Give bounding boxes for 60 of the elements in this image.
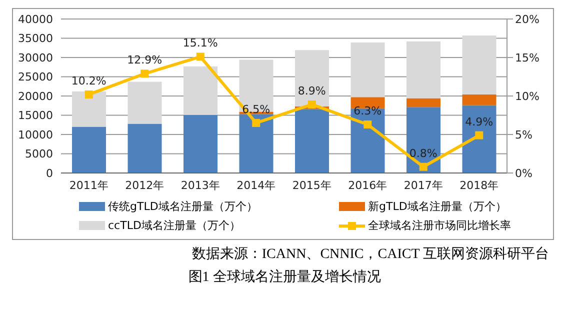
point (308, 100, 316, 108)
point (419, 162, 428, 171)
y-tick-label: 40000 (18, 12, 53, 26)
x-tick-label: 2017年 (404, 178, 443, 192)
bar (462, 105, 496, 173)
y-tick-label: 25000 (18, 70, 53, 84)
bar (462, 36, 496, 94)
y2-tick-label: 5% (515, 128, 532, 142)
source-note: 数据来源：ICANN、CNNIC，CAICT 互联网资源科研平台 (190, 246, 550, 263)
y2-tick-label: 15% (515, 51, 540, 64)
bar (350, 108, 385, 173)
legend-label: 全球域名注册市场同比增长率 (368, 218, 511, 233)
bar (128, 124, 162, 173)
legend-label: 新gTLD域名注册量（万个） (368, 199, 506, 214)
data-label: 8.9% (298, 84, 326, 98)
x-tick-label: 2016年 (348, 178, 388, 192)
y2-tick-label: 20% (515, 12, 540, 26)
bar (462, 94, 496, 106)
bar (295, 109, 329, 173)
y-tick-label: 10000 (18, 128, 53, 142)
data-label: 10.2% (71, 74, 106, 88)
bar (239, 114, 274, 173)
bar (406, 98, 440, 108)
y-tick-label: 5000 (25, 148, 53, 161)
bar (128, 82, 162, 124)
caption: 图1 全球域名注册量及增长情况 (187, 268, 382, 286)
point (196, 52, 204, 61)
bar (350, 42, 385, 98)
bar (72, 91, 106, 127)
bar (184, 66, 218, 115)
y-tick-label: 30000 (18, 51, 53, 64)
x-tick-label: 2013年 (180, 178, 220, 192)
legend-label: 传统gTLD域名注册量（万个） (108, 199, 258, 214)
data-label: 4.9% (465, 115, 494, 128)
y-tick-label: 20000 (18, 90, 53, 103)
y2-tick-label: 0% (515, 166, 532, 180)
bar (72, 126, 106, 173)
data-label: 6.3% (354, 104, 382, 118)
point (475, 131, 484, 140)
y-tick-label: 0 (46, 166, 53, 180)
x-tick-label: 2018年 (460, 178, 499, 192)
point (364, 120, 372, 128)
y2-tick-label: 10% (515, 90, 540, 103)
x-tick-label: 2012年 (125, 178, 164, 192)
data-label: 12.9% (127, 54, 162, 67)
legend-label: ccTLD域名注册量（万个） (108, 218, 240, 233)
bar (406, 107, 440, 173)
x-tick-label: 2011年 (69, 178, 108, 192)
bar (406, 41, 440, 98)
x-tick-label: 2014年 (236, 178, 276, 192)
point (84, 90, 93, 98)
data-label: 0.8% (409, 146, 438, 160)
bar (184, 114, 218, 173)
point (140, 70, 149, 78)
x-tick-label: 2015年 (292, 178, 332, 192)
y-tick-label: 35000 (18, 32, 53, 46)
y-tick-label: 15000 (18, 109, 53, 122)
point (252, 118, 260, 127)
data-label: 15.1% (182, 36, 218, 50)
bar (295, 50, 329, 106)
